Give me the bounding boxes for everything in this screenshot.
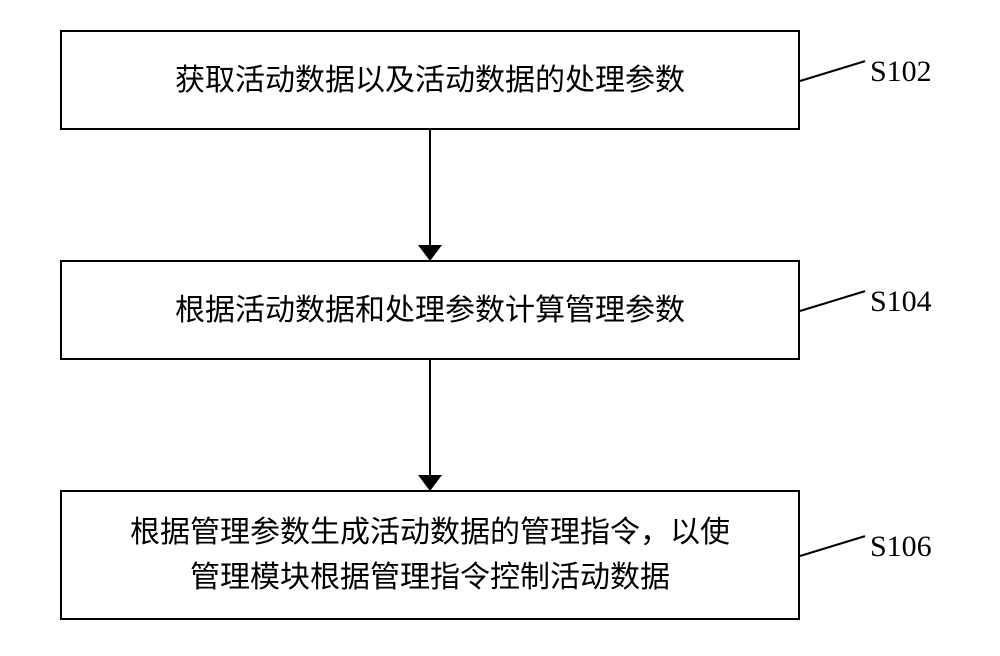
step-box-s104: 根据活动数据和处理参数计算管理参数 xyxy=(60,260,800,360)
flowchart-canvas: 获取活动数据以及活动数据的处理参数 S102 根据活动数据和处理参数计算管理参数… xyxy=(0,0,1000,656)
step-text-s102: 获取活动数据以及活动数据的处理参数 xyxy=(175,58,685,103)
leader-line-s102 xyxy=(800,60,866,82)
step-label-s104: S104 xyxy=(870,285,932,319)
arrow-1-head xyxy=(418,245,442,261)
arrow-2-head xyxy=(418,475,442,491)
arrow-2-line xyxy=(429,360,431,478)
step-label-s102: S102 xyxy=(870,55,932,89)
step-label-s106: S106 xyxy=(870,530,932,564)
arrow-1-line xyxy=(429,130,431,248)
leader-line-s106 xyxy=(800,535,866,557)
step-box-s106: 根据管理参数生成活动数据的管理指令，以使 管理模块根据管理指令控制活动数据 xyxy=(60,490,800,620)
step-box-s102: 获取活动数据以及活动数据的处理参数 xyxy=(60,30,800,130)
step-text-s104: 根据活动数据和处理参数计算管理参数 xyxy=(175,288,685,333)
leader-line-s104 xyxy=(800,290,866,312)
step-text-s106: 根据管理参数生成活动数据的管理指令，以使 管理模块根据管理指令控制活动数据 xyxy=(130,510,730,600)
